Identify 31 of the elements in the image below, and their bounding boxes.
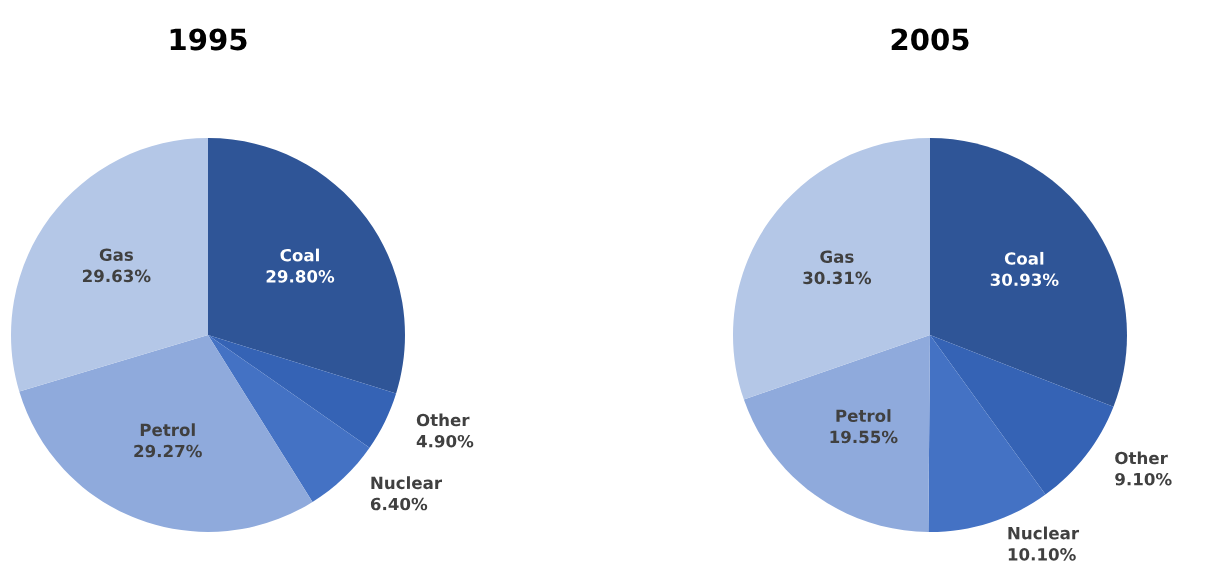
slice-label: Nuclear [371, 476, 443, 490]
data-label: 10.10% [1008, 548, 1076, 561]
data-label: 29.80% [266, 270, 335, 283]
chart-title: 1995 [170, 28, 247, 51]
data-label: 30.31% [803, 271, 872, 285]
slice-label: Other [416, 413, 470, 427]
slice-label: Petrol [140, 423, 195, 437]
chart-title: 2005 [891, 28, 969, 51]
slice-label: Gas [820, 250, 854, 263]
data-label: 30.93% [990, 273, 1059, 287]
pie-slice [930, 335, 1114, 495]
pie-slice [19, 335, 313, 532]
data-label: 4.90% [416, 434, 474, 448]
pie-slice [208, 335, 370, 502]
pie-slice [743, 335, 930, 532]
data-label: 19.55% [830, 430, 898, 444]
pie-slice [733, 138, 930, 400]
pie-slice [208, 138, 405, 394]
pie-slice [930, 138, 1127, 407]
slice-label: Coal [280, 248, 319, 262]
slice-label: Gas [99, 248, 133, 262]
slice-label: Nuclear [1008, 526, 1080, 540]
pie-slice [208, 335, 397, 448]
slice-label: Coal [1004, 251, 1044, 265]
data-label: 29.27% [134, 444, 202, 458]
data-label: 9.10% [1115, 472, 1172, 486]
slice-label: Other [1115, 451, 1168, 465]
slice-label: Petrol [836, 409, 891, 423]
data-label: 6.40% [370, 497, 428, 511]
pie-slice [11, 138, 208, 392]
data-label: 29.63% [82, 269, 151, 283]
